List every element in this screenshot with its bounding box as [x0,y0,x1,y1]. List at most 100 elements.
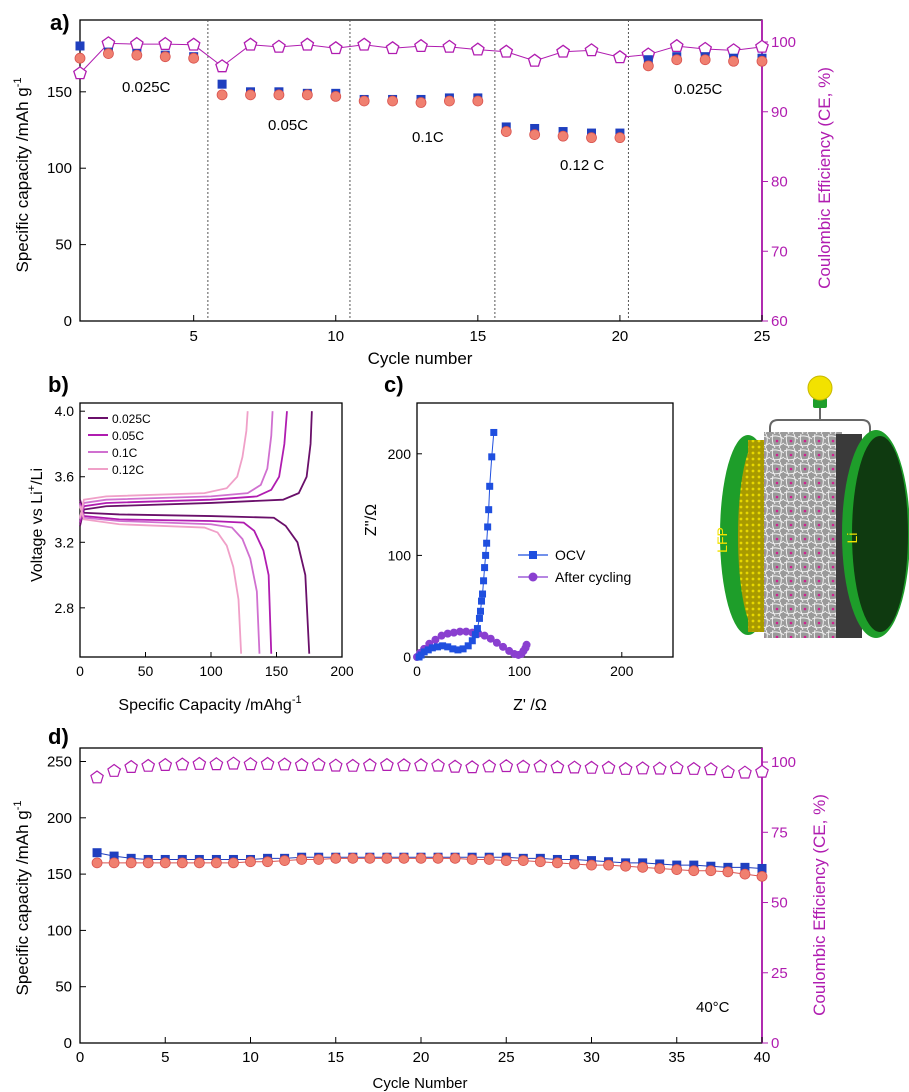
panel-a-discharge-point [387,95,398,107]
panel-a-discharge-point [216,89,228,101]
panel-b: b) 0 50 100 150 200 2.8 3.2 3.6 4.0 0.025C 0.05C… [26,372,354,714]
panel-d-ce-point [465,760,480,774]
panel-d-discharge-point [262,856,273,868]
panel-d-ce-point [584,760,599,774]
panel-d-ce-point [362,758,377,772]
panel-d-discharge-point [705,865,717,877]
panel-d-discharge-point [108,857,120,869]
panel-d-discharge-point [381,852,393,864]
panel-d-discharge-point [330,852,342,864]
panel-c-xtick-label: 100 [508,663,532,679]
panel-b-xtick-label: 100 [199,663,223,679]
panel-a-ce-point [357,37,372,51]
panel-b-charge-curve [79,411,274,520]
panel-d-charge-point [109,851,119,861]
green-casing-right-face [852,436,908,632]
panel-d-discharge-point [483,854,495,865]
panel-d-y2tick-label: 25 [771,965,788,982]
panel-a-ce-point [755,39,769,53]
panel-a-ce-point [73,66,87,80]
panel-d-ce-point [311,757,326,771]
panel-b-discharge-curve [79,505,243,654]
panel-a-charge-point [75,41,85,51]
panel-a-xtick-label: 10 [327,328,344,345]
panel-a-discharge-point [642,60,654,72]
panel-a-y2tick-label: 60 [771,313,788,330]
panel-b-charge-curve [79,411,249,518]
panel-a-ce-point [385,40,400,55]
panel-d-discharge-point [500,855,512,866]
panel-b-xtick-label: 0 [76,663,84,679]
panel-d-annotation: 40°C [696,999,730,1016]
panel-d-ce-point [482,759,497,773]
panel-d-ce-point [720,764,735,779]
panel-d-ce-point [686,761,701,775]
panel-d-discharge-point [296,854,308,865]
panel-a-ce-point [414,38,428,53]
panel-d-ce-point [635,761,650,775]
panel-d-discharge-point [637,861,649,873]
panel-d-ytick-label: 150 [47,866,72,883]
panel-b-legend: 0.025C 0.05C 0.1C 0.12C [88,412,151,477]
panel-a-discharge-point [131,49,143,61]
panel-b-label: b) [48,372,69,397]
panel-a-charge-point [530,123,540,133]
legend-marker-after-cycling [528,572,538,582]
panel-c-ocv-point [483,539,491,547]
panel-d-xtick-label: 30 [583,1049,600,1066]
panel-a-ce-point [243,37,258,51]
panel-a-discharge-point [444,95,455,107]
panel-d-discharge-point [603,859,614,871]
legend-label-ocv: OCV [555,547,586,563]
panel-c-ocv-point [464,642,472,650]
panel-d-ce-point [652,761,667,775]
panel-d-ce-point [397,758,411,772]
panel-c-ocv-point [476,607,484,615]
panel-d-ce-point [414,758,428,772]
panel-a-ce-point [527,53,542,67]
panel-a-ce-point [669,38,684,53]
panel-a-charge-point [217,79,227,89]
panel-c-ocv-point [428,644,436,652]
panel-c-ocv-point [420,648,428,656]
panel-d-ce-point [550,760,565,774]
panel-b-ylabel: Voltage vs Li+/Li [26,468,46,582]
panel-c-ocv-point [475,614,483,622]
legend-label-0.12c: 0.12C [112,463,144,477]
panel-a-y2label: Coulombic Efficiency (CE, %) [815,67,834,289]
panel-d-ce-point [328,758,343,772]
panel-a-discharge-point [415,97,427,108]
panel-d-charge-line [96,852,763,869]
separator-fibers [764,432,842,638]
panel-a-ce-point [271,39,286,53]
panel-c-frame [416,402,674,658]
panel-d-y2tick-label: 50 [771,895,788,912]
legend-label-0.05c: 0.05C [112,429,144,443]
panel-a-ytick-label: 150 [47,84,72,101]
panel-d-charge-point [92,848,102,858]
panel-d-label: d) [48,724,69,749]
panel-d-discharge-point [739,868,751,880]
legend-label-0.025c: 0.025C [112,412,151,426]
panel-c-xtick-label: 200 [610,663,634,679]
panel-a-discharge-point [728,55,739,67]
panel-a-y2tick-label: 90 [771,104,788,121]
panel-d-ytick-label: 100 [47,922,72,939]
panel-c-ocv-point [479,590,487,598]
panel-d-discharge-point [449,852,461,864]
panel-d-ce-point [124,759,139,774]
panel-a-xtick-label: 15 [469,328,486,345]
panel-a-ce-point [328,40,343,55]
panel-a-discharge-point [159,51,171,63]
panel-d-discharge-point [193,857,205,869]
panel-d-discharge-point [552,857,563,869]
panel-d-discharge-point [517,855,529,866]
cell-illustration: LFP Li [714,375,909,638]
panel-a-discharge-point [671,54,683,66]
panel-d-ce-point [533,759,548,773]
panel-d-y2tick-label: 75 [771,824,788,841]
panel-d-ce-point [703,762,718,776]
panel-b-ytick-label: 4.0 [55,403,75,419]
panel-a-y2tick-label: 80 [771,174,788,191]
panel-d-ytick-label: 0 [64,1035,72,1052]
